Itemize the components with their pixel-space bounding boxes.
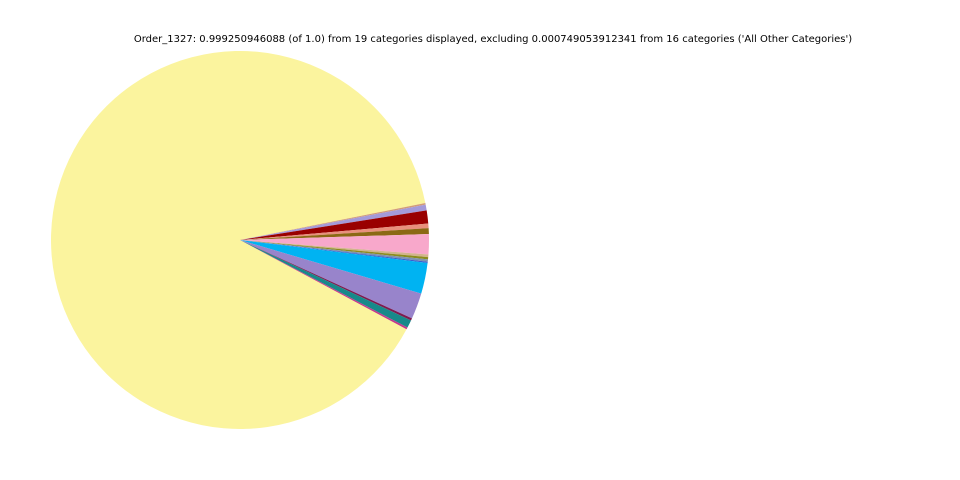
pie-slice-pink	[240, 234, 430, 255]
chart-title: Order_1327: 0.999250946088 (of 1.0) from…	[133, 34, 853, 45]
pie-slice-goldenrod-brown	[240, 228, 429, 240]
pie-slice-maroon-hairline	[240, 240, 412, 321]
pie-slice-tan-hairline	[240, 202, 426, 240]
pie-slice-pale-yellow-dominant	[51, 50, 426, 429]
pie-slice-lavender	[240, 204, 427, 240]
pie-slice-tan	[240, 240, 429, 258]
pie-slice-dark-red	[240, 210, 429, 240]
pie-slice-medium-purple	[240, 240, 422, 319]
pie-slice-slate-gray	[240, 240, 428, 262]
pie-slice-magenta-hairline	[240, 240, 408, 330]
pie-slice-royal-blue-hairline	[240, 240, 428, 264]
pie-slice-salmon	[240, 223, 429, 240]
pie-slice-deep-sky-blue	[240, 240, 428, 294]
pie-slice-olive	[240, 240, 429, 260]
pie-slice-teal	[240, 240, 412, 328]
